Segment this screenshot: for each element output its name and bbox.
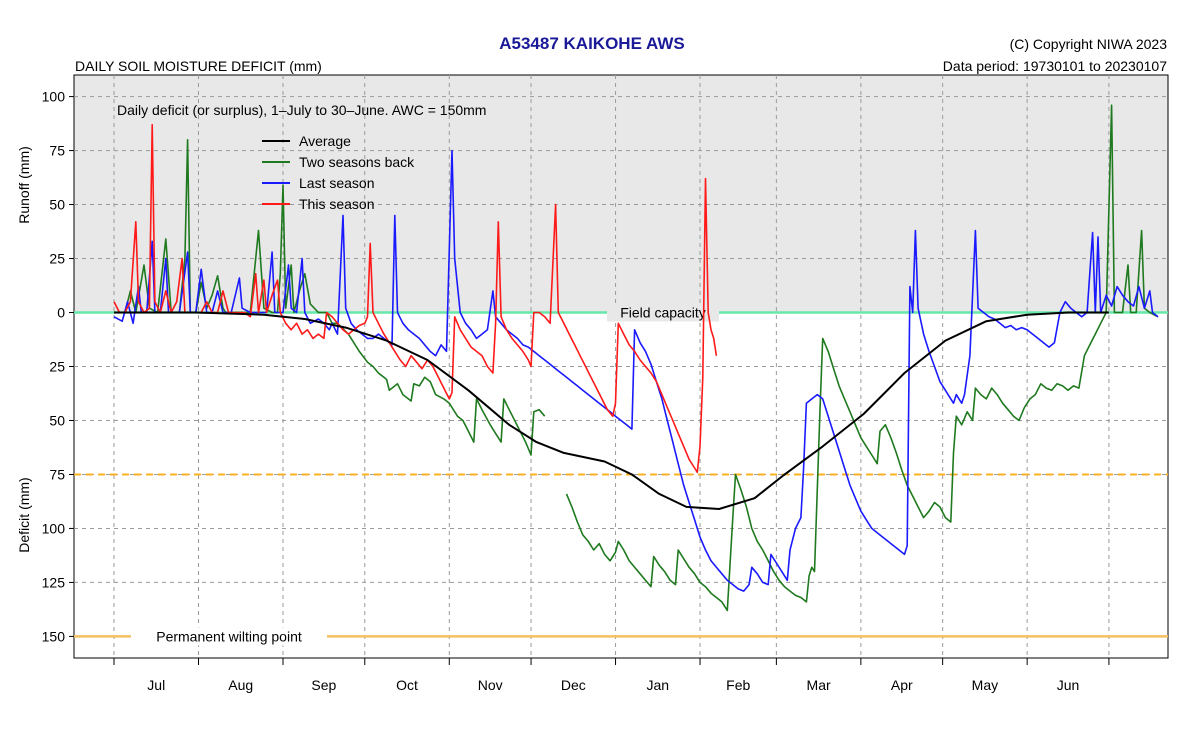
y-axis-label-deficit: Deficit (mm) xyxy=(16,477,32,552)
month-label: Dec xyxy=(561,677,586,693)
y-tick-label: 100 xyxy=(42,89,66,105)
x-axis-ticks: Jul Aug Sep Oct Nov Dec Jan Feb Mar Apr May Jun xyxy=(113,658,1110,693)
month-label: Jul xyxy=(147,677,165,693)
month-label: Jan xyxy=(647,677,670,693)
y-axis-label-runoff: Runoff (mm) xyxy=(16,146,32,224)
month-label: May xyxy=(972,677,998,693)
reference-label: Permanent wilting point xyxy=(156,628,302,644)
y-tick-label: 125 xyxy=(42,574,66,590)
y-tick-label: 25 xyxy=(49,251,65,267)
month-label: Nov xyxy=(478,677,503,693)
vertical-gridlines xyxy=(113,75,1110,658)
y-tick-label: 0 xyxy=(57,305,65,321)
y-tick-label: 75 xyxy=(49,466,65,482)
y-tick-label: 100 xyxy=(42,520,66,536)
month-label: Oct xyxy=(396,677,418,693)
chart-subtitle: DAILY SOIL MOISTURE DEFICIT (mm) xyxy=(75,58,322,74)
legend-label: Last season xyxy=(299,175,375,191)
legend-label: Average xyxy=(299,133,351,149)
month-label: Jun xyxy=(1057,677,1080,693)
series-line xyxy=(565,104,1159,612)
y-axis-ticks: 100 75 50 25 0 25 50 75 100 125 150 xyxy=(42,89,74,644)
legend: Average Two seasons back Last season This s… xyxy=(262,133,415,212)
series-line xyxy=(113,149,1159,592)
data-period-text: Data period: 19730101 to 20230107 xyxy=(943,58,1167,74)
month-label: Sep xyxy=(311,677,336,693)
deficit-area xyxy=(74,312,1168,658)
chart-title: A53487 KAIKOHE AWS xyxy=(499,34,684,53)
reference-label-bg xyxy=(607,303,719,322)
series-line xyxy=(114,311,1109,510)
legend-label: Two seasons back xyxy=(299,154,415,170)
copyright-text: (C) Copyright NIWA 2023 xyxy=(1010,36,1168,52)
y-tick-label: 25 xyxy=(49,359,65,375)
month-label: Feb xyxy=(726,677,750,693)
month-label: Aug xyxy=(228,677,253,693)
reference-label-bg xyxy=(131,627,327,646)
series-lines xyxy=(113,104,1159,612)
y-tick-label: 50 xyxy=(49,197,65,213)
month-label: Apr xyxy=(891,677,913,693)
y-tick-label: 150 xyxy=(42,628,66,644)
y-tick-label: 50 xyxy=(49,412,65,428)
reference-label: Field capacity xyxy=(620,305,706,321)
legend-label: This season xyxy=(299,196,374,212)
y-tick-label: 75 xyxy=(49,143,65,159)
chart-annotation: Daily deficit (or surplus), 1–July to 30… xyxy=(117,102,486,118)
month-label: Mar xyxy=(807,677,831,693)
